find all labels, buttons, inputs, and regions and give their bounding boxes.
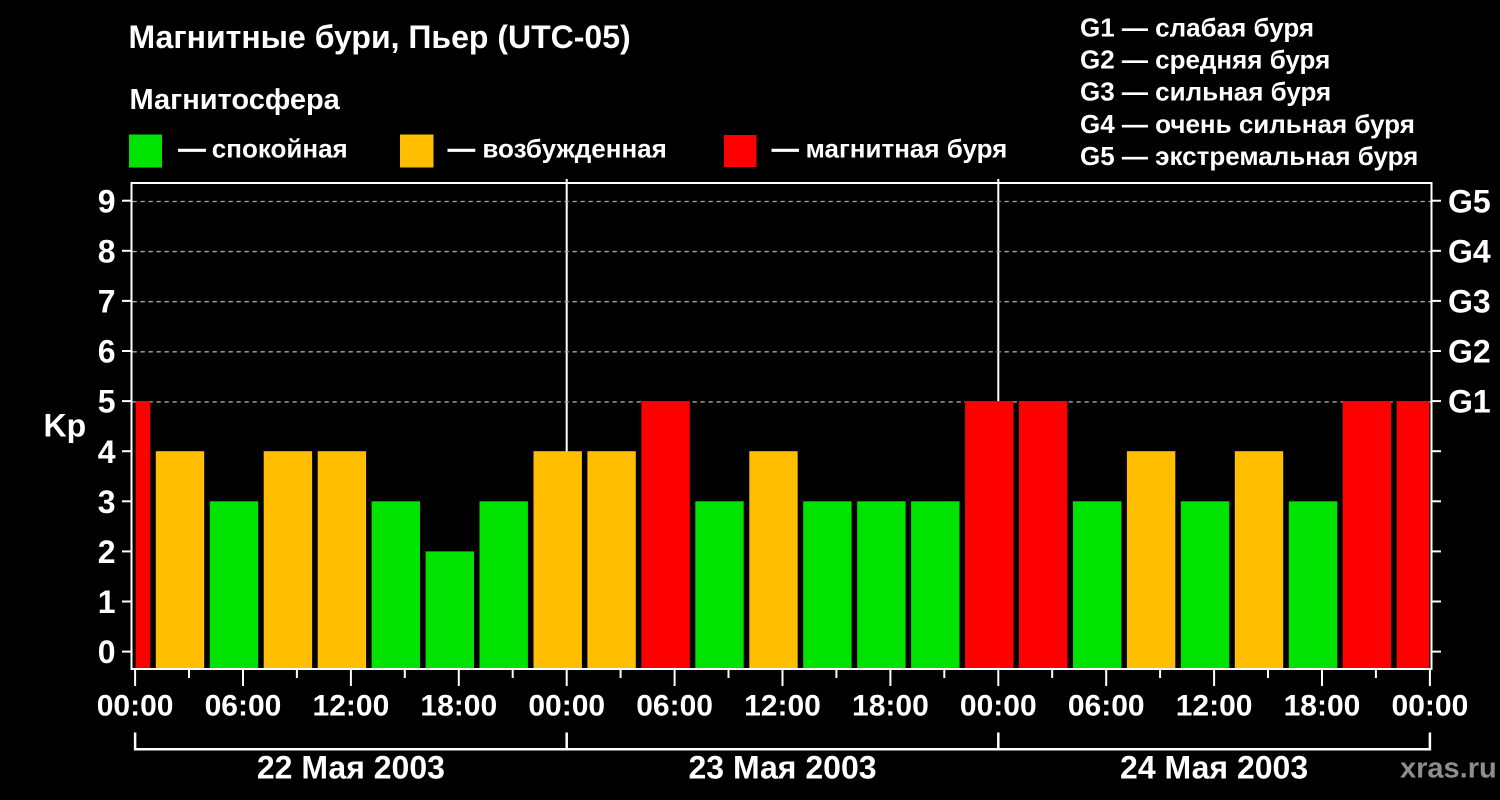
svg-text:00:00: 00:00 (97, 690, 174, 723)
svg-text:Kp: Kp (44, 408, 87, 444)
svg-text:4: 4 (98, 434, 116, 470)
svg-text:G5: G5 (1448, 183, 1491, 219)
svg-text:G5 — экстремальная буря: G5 — экстремальная буря (1080, 141, 1418, 171)
svg-text:22 Мая 2003: 22 Мая 2003 (257, 750, 445, 786)
svg-text:G3: G3 (1448, 284, 1491, 320)
svg-text:18:00: 18:00 (852, 690, 929, 723)
svg-text:Магнитосфера: Магнитосфера (130, 84, 341, 116)
svg-text:06:00: 06:00 (205, 690, 282, 723)
svg-text:G1 — слабая буря: G1 — слабая буря (1080, 13, 1314, 43)
svg-text:0: 0 (98, 634, 116, 670)
svg-text:G4: G4 (1448, 233, 1491, 269)
svg-text:3: 3 (98, 484, 116, 520)
svg-text:24 Мая 2003: 24 Мая 2003 (1120, 750, 1308, 786)
svg-text:G1: G1 (1448, 384, 1491, 420)
svg-text:G3 — сильная буря: G3 — сильная буря (1080, 77, 1331, 107)
svg-text:18:00: 18:00 (1284, 690, 1361, 723)
svg-text:12:00: 12:00 (744, 690, 821, 723)
svg-text:8: 8 (98, 233, 116, 269)
svg-text:12:00: 12:00 (1176, 690, 1253, 723)
svg-text:12:00: 12:00 (313, 690, 390, 723)
svg-text:xras.ru: xras.ru (1400, 753, 1497, 785)
svg-text:6: 6 (98, 334, 116, 370)
svg-text:18:00: 18:00 (420, 690, 497, 723)
svg-text:G2 — средняя буря: G2 — средняя буря (1080, 45, 1330, 75)
svg-text:G2: G2 (1448, 334, 1491, 370)
svg-text:7: 7 (98, 284, 116, 320)
svg-text:06:00: 06:00 (1068, 690, 1145, 723)
svg-text:00:00: 00:00 (960, 690, 1037, 723)
svg-text:возбужденная: возбужденная (482, 134, 666, 164)
svg-text:00:00: 00:00 (1392, 690, 1469, 723)
svg-text:Магнитные бури, Пьер (UTC-05): Магнитные бури, Пьер (UTC-05) (129, 19, 631, 55)
svg-text:G4 — очень сильная буря: G4 — очень сильная буря (1080, 109, 1415, 139)
svg-text:2: 2 (98, 534, 116, 570)
svg-text:спокойная: спокойная (212, 134, 348, 164)
svg-text:9: 9 (98, 183, 116, 219)
svg-text:1: 1 (98, 584, 116, 620)
svg-text:23 Мая 2003: 23 Мая 2003 (688, 750, 876, 786)
svg-text:06:00: 06:00 (636, 690, 713, 723)
svg-text:5: 5 (98, 384, 116, 420)
svg-text:магнитная буря: магнитная буря (806, 134, 1008, 164)
svg-text:00:00: 00:00 (528, 690, 605, 723)
